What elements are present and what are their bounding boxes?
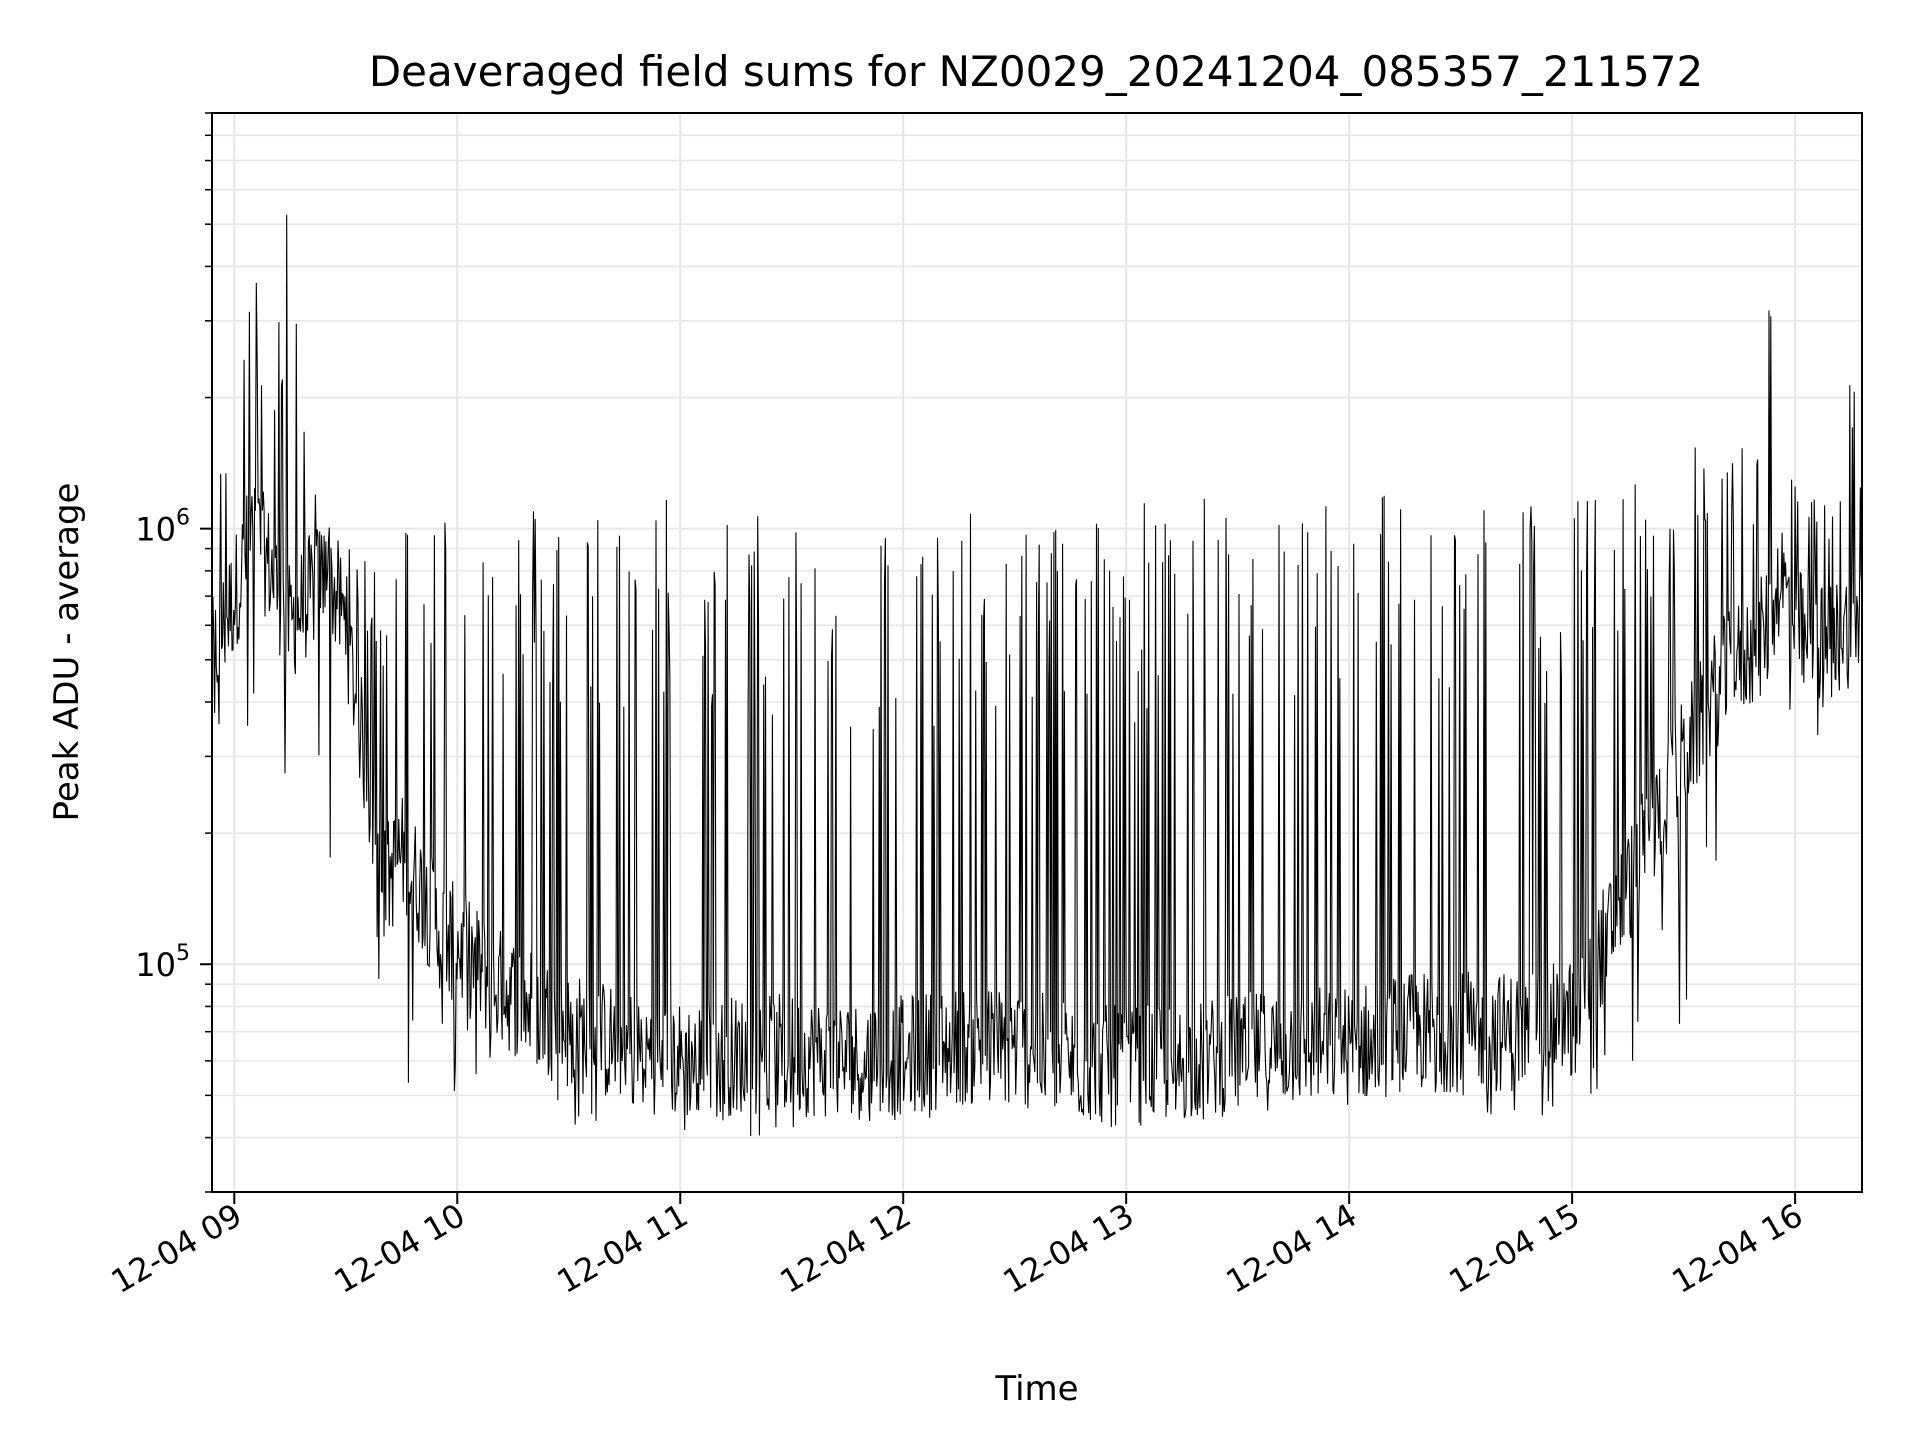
plot-frame xyxy=(211,112,1863,1193)
y-axis: 105 106 xyxy=(135,112,212,1193)
y-tick-label: 105 xyxy=(135,941,190,984)
chart-title: Deaveraged field sums for NZ0029_2024120… xyxy=(369,47,1703,96)
data-layer xyxy=(211,214,1863,1137)
series-line xyxy=(211,214,1863,1137)
y-tick-label: 106 xyxy=(135,506,190,549)
y-axis-title: Peak ADU - average xyxy=(47,483,87,822)
x-axis-title: Time xyxy=(994,1369,1078,1409)
